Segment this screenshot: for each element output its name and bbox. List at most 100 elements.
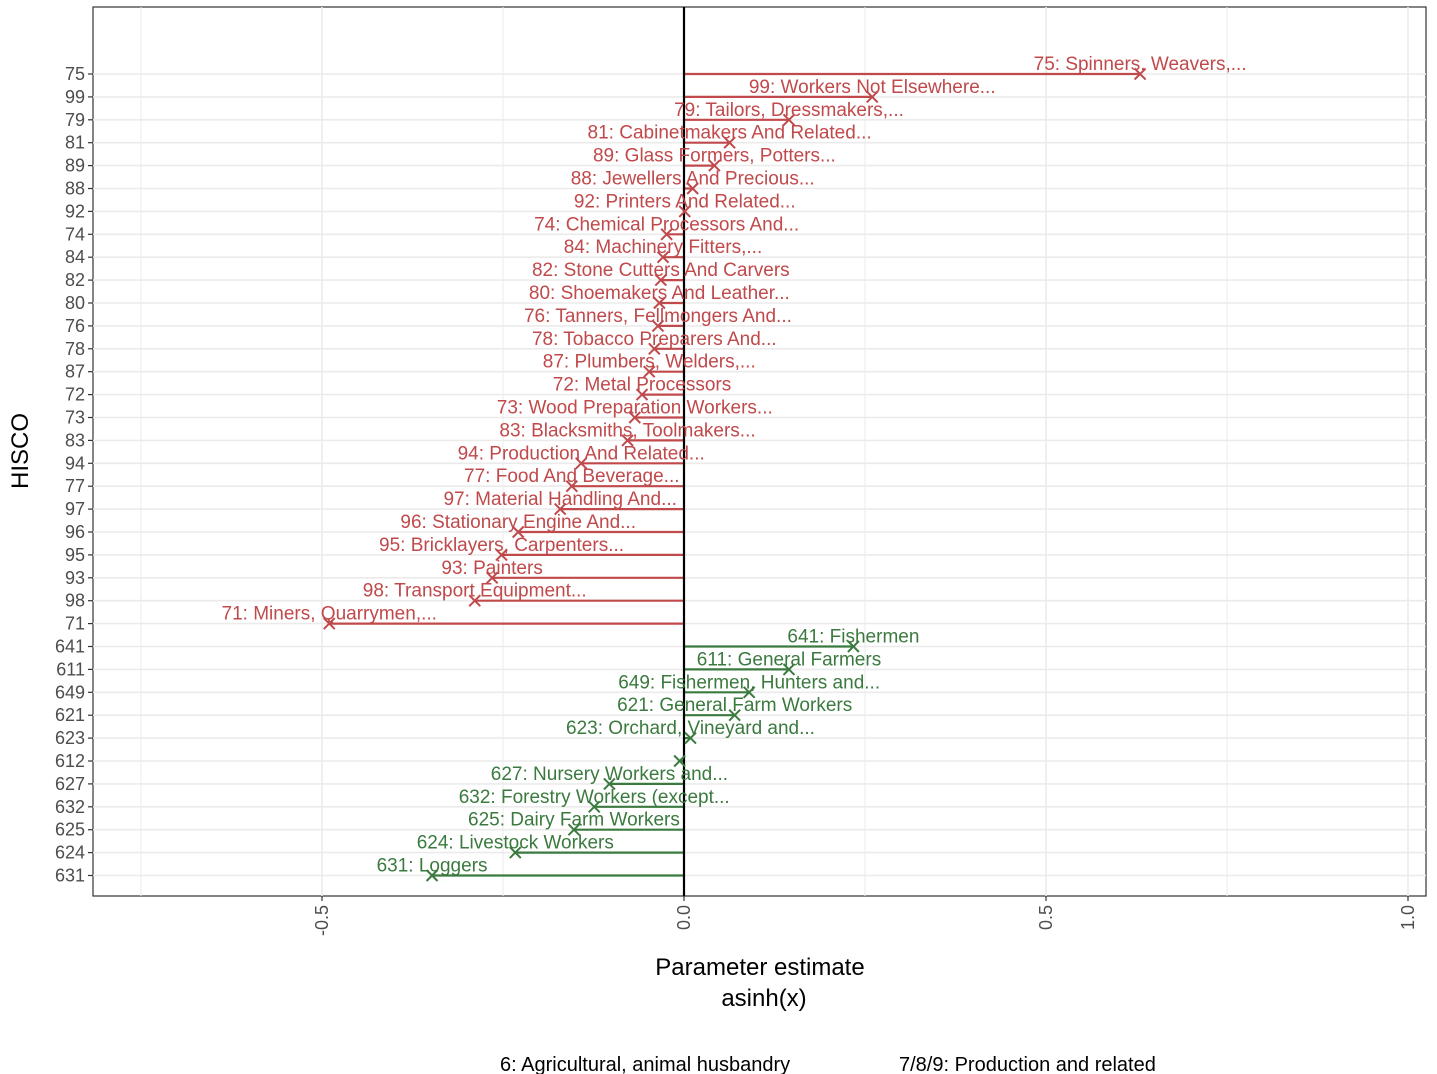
legend: 6: Agricultural, animal husbandry 7/8/9:… — [500, 1054, 1156, 1074]
y-tick-label: 80 — [65, 293, 85, 313]
point-markers — [323, 67, 1147, 882]
bar-label: 649: Fishermen, Hunters and... — [618, 672, 880, 693]
bar-label: 632: Forestry Workers (except... — [459, 787, 730, 808]
point-marker — [723, 136, 736, 149]
point-marker — [323, 617, 336, 630]
point-marker — [628, 411, 641, 424]
bar-label: 80: Shoemakers And Leather... — [529, 283, 790, 304]
point-marker — [673, 754, 686, 768]
point-marker — [660, 228, 673, 241]
bar-label: 75: Spinners, Weavers,... — [1034, 54, 1247, 75]
bar-label: 73: Wood Preparation Workers... — [497, 398, 773, 419]
point-marker — [643, 365, 656, 378]
y-tick-label: 93 — [65, 568, 85, 588]
y-tick-label: 92 — [65, 201, 85, 221]
y-tick-label: 631 — [55, 866, 85, 886]
panel-background — [92, 6, 1427, 897]
point-marker — [684, 731, 697, 745]
point-marker — [782, 663, 796, 676]
y-tick-label: 71 — [65, 614, 85, 634]
bar-label: 97: Material Handling And... — [443, 489, 676, 510]
y-tick-label: 74 — [65, 224, 85, 244]
x-axis-ticks: -0.5 0.0 0.5 1.0 — [312, 896, 1418, 936]
y-tick-label: 612 — [55, 751, 85, 771]
y-tick-label: 78 — [65, 339, 85, 359]
bar-label: 82: Stone Cutters And Carvers — [532, 260, 790, 281]
point-marker — [495, 548, 508, 562]
point-marker — [553, 502, 567, 516]
y-tick-label: 649 — [55, 682, 85, 702]
bar-label: 623: Orchard, Vineyard and... — [566, 718, 815, 739]
point-marker — [656, 250, 670, 264]
point-marker — [782, 113, 796, 127]
point-marker — [653, 296, 666, 310]
x-axis-title-line2: asinh(x) — [721, 985, 806, 1012]
point-marker — [621, 434, 634, 447]
x-tick-label: 1.0 — [1398, 905, 1418, 930]
point-marker — [847, 640, 860, 653]
point-marker — [651, 319, 665, 333]
point-marker — [678, 205, 691, 218]
y-tick-label: 627 — [55, 774, 85, 794]
y-tick-label: 73 — [65, 408, 85, 428]
y-tick-label: 72 — [65, 385, 85, 405]
point-marker — [686, 182, 699, 195]
point-marker — [866, 90, 879, 104]
bar-label: 92: Printers And Related... — [574, 191, 796, 212]
bar-label: 84: Machinery Fitters,... — [564, 237, 763, 258]
bar-label: 74: Chemical Processors And... — [534, 214, 799, 235]
bar-label: 611: General Farmers — [697, 649, 881, 670]
bar-label: 83: Blacksmiths, Toolmakers... — [499, 420, 755, 441]
point-marker — [485, 571, 499, 585]
point-marker — [509, 846, 522, 859]
y-tick-label: 621 — [55, 705, 85, 725]
y-tick-label: 94 — [65, 453, 85, 473]
legend-item-agricultural: 6: Agricultural, animal husbandry — [500, 1054, 790, 1074]
bar-label: 79: Tailors, Dressmakers,... — [674, 100, 904, 121]
y-tick-label: 84 — [65, 247, 85, 267]
y-tick-label: 97 — [65, 499, 85, 519]
y-tick-label: 623 — [55, 728, 85, 748]
x-axis-title-line1: Parameter estimate — [655, 954, 864, 981]
y-tick-label: 76 — [65, 316, 85, 336]
bar-label: 99: Workers Not Elsewhere... — [749, 77, 996, 98]
y-tick-label: 81 — [65, 133, 85, 153]
point-marker — [708, 159, 721, 172]
legend-item-production: 7/8/9: Production and related — [899, 1054, 1156, 1074]
point-marker — [574, 457, 588, 470]
point-marker — [654, 273, 668, 287]
point-marker — [565, 479, 578, 493]
point-marker — [468, 594, 481, 607]
point-marker — [425, 869, 439, 882]
bar-labels: 75: Spinners, Weavers,... 99: Workers Not… — [222, 54, 1247, 877]
bar-label: 72: Metal Processors — [553, 375, 731, 396]
y-tick-label: 632 — [55, 797, 85, 817]
y-tick-label: 641 — [55, 637, 85, 657]
y-tick-label: 624 — [55, 843, 85, 863]
bars — [329, 72, 1141, 877]
y-tick-label: 89 — [65, 156, 85, 176]
bar-label: 98: Transport Equipment... — [363, 581, 587, 602]
point-marker — [588, 800, 601, 814]
bar-label: 627: Nursery Workers and... — [491, 764, 728, 785]
y-tick-label: 99 — [65, 87, 85, 107]
point-marker — [742, 686, 756, 699]
bar-label: 621: General Farm Workers — [617, 695, 852, 716]
bar-label: 95: Bricklayers, Carpenters... — [379, 535, 624, 556]
y-tick-label: 98 — [65, 591, 85, 611]
bar-label: 631: Loggers — [377, 856, 488, 877]
x-tick-label: 0.0 — [674, 905, 694, 930]
bar-label: 71: Miners, Quarrymen,... — [222, 604, 437, 625]
bar-label: 93: Painters — [441, 558, 542, 579]
y-tick-label: 83 — [65, 430, 85, 450]
y-tick-label: 79 — [65, 110, 85, 130]
bar-label: 78: Tobacco Preparers And... — [532, 329, 777, 350]
x-tick-label: -0.5 — [312, 905, 332, 936]
point-marker — [635, 388, 649, 401]
y-tick-label: 77 — [65, 476, 85, 496]
bar-label: 624: Livestock Workers — [417, 833, 614, 854]
y-tick-label: 95 — [65, 545, 85, 565]
point-marker — [728, 708, 741, 722]
bar-label: 77: Food And Beverage... — [464, 466, 680, 487]
